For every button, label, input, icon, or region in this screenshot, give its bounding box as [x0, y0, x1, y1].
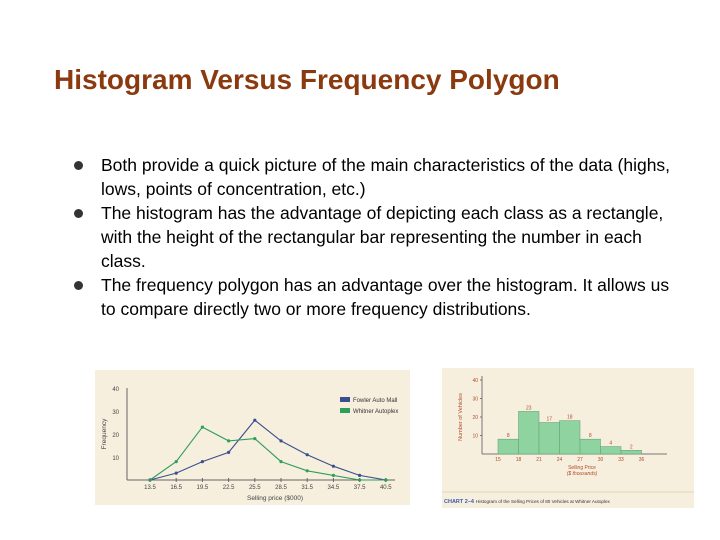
series-line — [149, 426, 386, 481]
x-tick-label: 36 — [639, 457, 645, 463]
bar-value-label: 2 — [630, 444, 633, 450]
slide-title: Histogram Versus Frequency Polygon — [54, 64, 560, 95]
bullet-text: The histogram has the advantage of depic… — [101, 203, 664, 271]
bar-value-label: 23 — [526, 405, 532, 411]
bullet-dot-icon — [74, 209, 83, 218]
bullet-text: Both provide a quick picture of the main… — [101, 155, 671, 199]
x-tick-label: 22.5 — [223, 485, 235, 491]
data-point — [200, 425, 204, 429]
y-tick-label: 20 — [472, 415, 478, 421]
histogram-bar — [600, 446, 622, 455]
series-line — [149, 419, 386, 481]
data-point — [227, 450, 231, 454]
bullet-dot-icon — [74, 161, 83, 170]
x-tick-label: 24 — [557, 457, 563, 463]
data-point — [279, 460, 283, 464]
x-tick-label: 25.5 — [249, 485, 261, 491]
x-tick-label: 31.5 — [301, 485, 313, 491]
histogram-bar — [559, 420, 581, 455]
legend-label: Fowler Auto Mall — [353, 398, 397, 404]
y-tick-label: 40 — [112, 387, 119, 393]
bullet-dot-icon — [74, 281, 83, 290]
data-point — [358, 478, 362, 482]
y-tick-label: 10 — [472, 434, 478, 440]
y-tick-label: 20 — [112, 433, 119, 439]
legend-swatch — [340, 408, 350, 413]
x-axis-label: Selling Price — [568, 465, 596, 471]
data-point — [174, 471, 178, 475]
bar-value-label: 8 — [589, 433, 592, 439]
legend-swatch — [340, 397, 350, 402]
bar-value-label: 4 — [609, 441, 612, 447]
x-tick-label: 18 — [516, 457, 522, 463]
bar-value-label: 17 — [546, 417, 552, 423]
y-axis-label: Number of Vehicles — [458, 393, 464, 441]
bullet-item: The frequency polygon has an advantage o… — [74, 273, 674, 321]
histogram-chart: 10 20 30 40 8 23 17 18 8 4 2 15 18 21 24 27 30 33 36 Sellin… — [442, 376, 694, 505]
y-tick-label: 10 — [112, 456, 119, 462]
frequency-polygon-figure: 10 20 30 40 13.5 16.5 19.5 22.5 25.5 28.5 31.5 34.5… — [95, 370, 410, 505]
histogram-bar — [497, 438, 519, 455]
data-point — [384, 478, 388, 482]
legend-label: Whitner Autoplex — [353, 409, 398, 415]
bar-value-label: 8 — [507, 433, 510, 439]
x-tick-label: 19.5 — [197, 485, 209, 491]
bullet-list: Both provide a quick picture of the main… — [74, 153, 674, 321]
x-tick-label: 27 — [577, 457, 583, 463]
y-axis-label: Frequency — [101, 418, 108, 449]
data-point — [148, 478, 152, 482]
data-point — [331, 473, 335, 477]
x-tick-label: 15 — [495, 457, 501, 463]
y-tick-label: 30 — [472, 397, 478, 403]
x-tick-label: 16.5 — [170, 485, 182, 491]
data-point — [174, 460, 178, 464]
chart-caption-label: CHART 2–4 — [444, 499, 475, 505]
data-point — [305, 469, 309, 473]
x-axis-label: Selling price ($000) — [247, 495, 303, 502]
x-axis-label-unit: ($ thousands) — [567, 471, 598, 477]
chart-caption-text: Histogram of the Selling Prices of 80 Ve… — [476, 499, 610, 504]
x-tick-label: 13.5 — [144, 485, 156, 491]
histogram-figure: 10 20 30 40 8 23 17 18 8 4 2 15 18 21 24 27 30 33 36 Sellin… — [442, 368, 694, 508]
data-point — [331, 464, 335, 468]
histogram-bar — [518, 411, 540, 455]
data-point — [200, 460, 204, 464]
bullet-item: Both provide a quick picture of the main… — [74, 153, 674, 201]
bullet-item: The histogram has the advantage of depic… — [74, 201, 674, 273]
data-point — [253, 437, 257, 441]
frequency-polygon-chart: 10 20 30 40 13.5 16.5 19.5 22.5 25.5 28.5 31.5 34.5… — [101, 387, 398, 502]
x-tick-label: 21 — [536, 457, 542, 463]
data-point — [227, 439, 231, 443]
bullet-text: The frequency polygon has an advantage o… — [101, 275, 670, 319]
data-point — [305, 453, 309, 457]
x-tick-label: 37.5 — [354, 485, 366, 491]
x-tick-label: 34.5 — [328, 485, 340, 491]
x-tick-label: 28.5 — [275, 485, 287, 491]
y-tick-label: 30 — [112, 410, 119, 416]
data-point — [279, 439, 283, 443]
x-tick-label: 40.5 — [380, 485, 392, 491]
data-point — [358, 473, 362, 477]
bar-value-label: 18 — [567, 415, 573, 421]
histogram-bar — [538, 422, 560, 455]
histogram-bar — [579, 438, 601, 455]
y-tick-label: 40 — [472, 378, 478, 384]
histogram-bar — [620, 450, 642, 455]
x-tick-label: 30 — [598, 457, 604, 463]
data-point — [253, 418, 257, 422]
x-tick-label: 33 — [618, 457, 624, 463]
